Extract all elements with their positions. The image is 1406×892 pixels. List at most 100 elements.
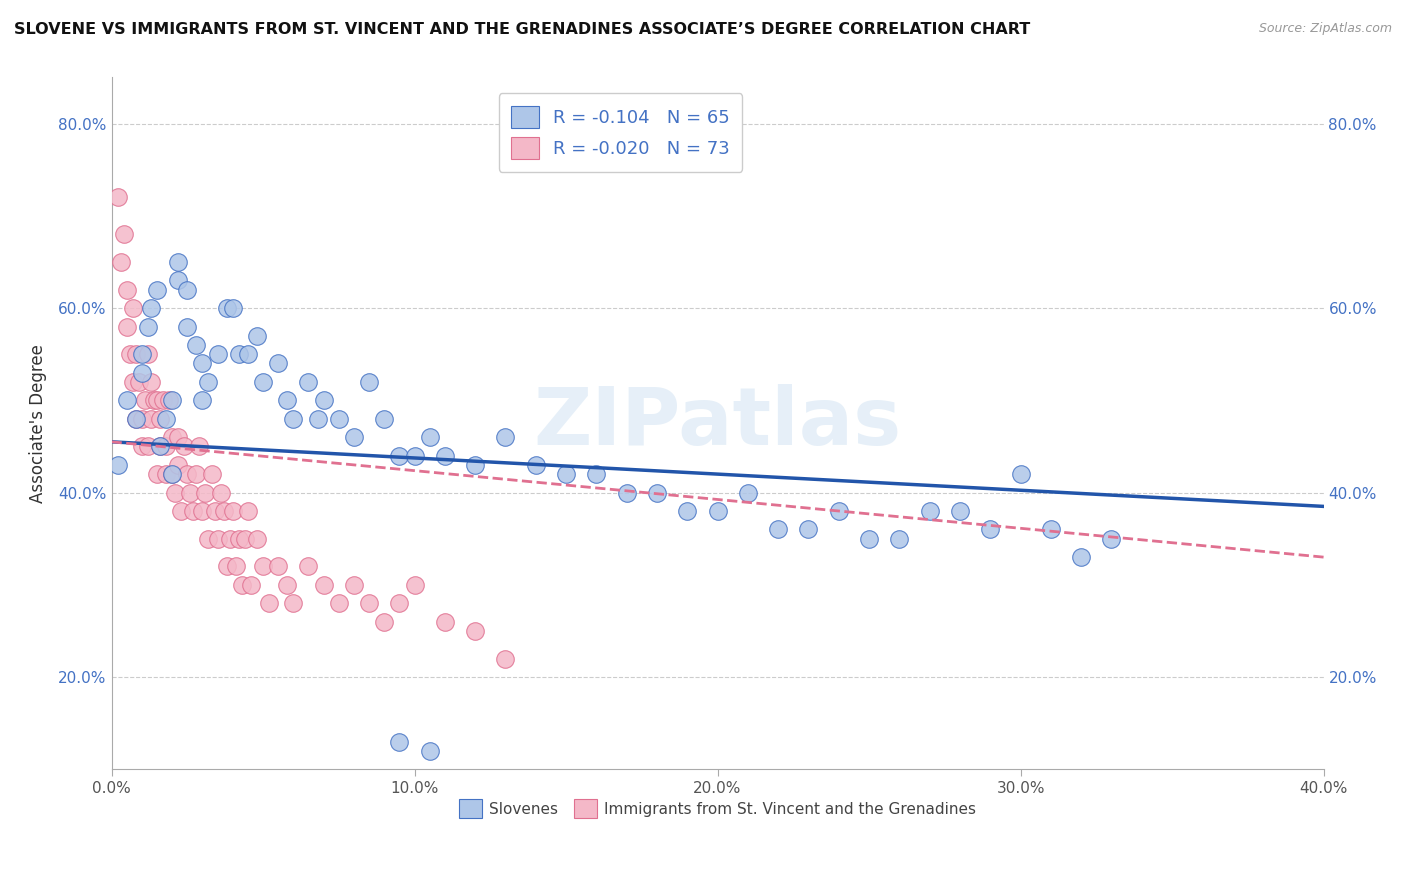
Point [125, 347, 148, 361]
Point [136, 439, 159, 453]
Point [297, 375, 319, 389]
Point [1101, 532, 1123, 546]
Point [464, 624, 486, 638]
Point [167, 458, 190, 472]
Point [191, 504, 214, 518]
Point [139, 375, 162, 389]
Point [146, 467, 169, 482]
Point [160, 430, 183, 444]
Point [388, 734, 411, 748]
Point [312, 578, 335, 592]
Point [197, 532, 219, 546]
Point [155, 439, 177, 453]
Point [183, 504, 205, 518]
Point [257, 596, 280, 610]
Point [828, 504, 851, 518]
Point [858, 532, 880, 546]
Point [433, 615, 456, 629]
Point [110, 255, 132, 269]
Point [312, 393, 335, 408]
Point [125, 411, 148, 425]
Point [107, 458, 129, 472]
Point [165, 485, 187, 500]
Point [233, 532, 256, 546]
Point [252, 375, 274, 389]
Point [215, 559, 238, 574]
Point [1010, 467, 1032, 482]
Point [433, 449, 456, 463]
Point [107, 190, 129, 204]
Point [149, 439, 172, 453]
Point [404, 578, 426, 592]
Point [328, 411, 350, 425]
Point [207, 347, 229, 361]
Point [197, 375, 219, 389]
Point [307, 411, 329, 425]
Point [121, 301, 143, 315]
Point [139, 301, 162, 315]
Point [167, 430, 190, 444]
Point [167, 255, 190, 269]
Point [524, 458, 547, 472]
Point [276, 578, 298, 592]
Point [149, 439, 172, 453]
Point [267, 356, 290, 370]
Point [212, 504, 235, 518]
Point [207, 532, 229, 546]
Point [228, 347, 250, 361]
Point [170, 504, 193, 518]
Point [191, 393, 214, 408]
Point [494, 651, 516, 665]
Point [186, 338, 208, 352]
Point [160, 467, 183, 482]
Point [464, 458, 486, 472]
Point [179, 485, 201, 500]
Point [246, 328, 269, 343]
Point [328, 596, 350, 610]
Point [797, 523, 820, 537]
Point [167, 273, 190, 287]
Point [222, 504, 245, 518]
Point [204, 504, 226, 518]
Text: Source: ZipAtlas.com: Source: ZipAtlas.com [1258, 22, 1392, 36]
Point [404, 449, 426, 463]
Point [1039, 523, 1062, 537]
Point [555, 467, 578, 482]
Point [215, 301, 238, 315]
Point [737, 485, 759, 500]
Point [188, 439, 211, 453]
Point [131, 347, 153, 361]
Point [388, 449, 411, 463]
Point [186, 467, 208, 482]
Point [115, 283, 138, 297]
Point [176, 283, 198, 297]
Point [131, 366, 153, 380]
Point [136, 319, 159, 334]
Point [979, 523, 1001, 537]
Point [218, 532, 240, 546]
Point [155, 411, 177, 425]
Point [616, 485, 638, 500]
Point [160, 393, 183, 408]
Point [146, 393, 169, 408]
Point [115, 319, 138, 334]
Point [142, 393, 165, 408]
Point [131, 411, 153, 425]
Text: SLOVENE VS IMMIGRANTS FROM ST. VINCENT AND THE GRENADINES ASSOCIATE’S DEGREE COR: SLOVENE VS IMMIGRANTS FROM ST. VINCENT A… [14, 22, 1031, 37]
Point [676, 504, 699, 518]
Point [128, 375, 150, 389]
Point [155, 467, 177, 482]
Point [267, 559, 290, 574]
Point [191, 356, 214, 370]
Point [131, 439, 153, 453]
Point [157, 393, 180, 408]
Point [112, 227, 135, 242]
Point [283, 596, 305, 610]
Point [283, 411, 305, 425]
Point [146, 283, 169, 297]
Point [209, 485, 232, 500]
Point [359, 596, 381, 610]
Point [373, 615, 395, 629]
Point [228, 532, 250, 546]
Point [419, 430, 441, 444]
